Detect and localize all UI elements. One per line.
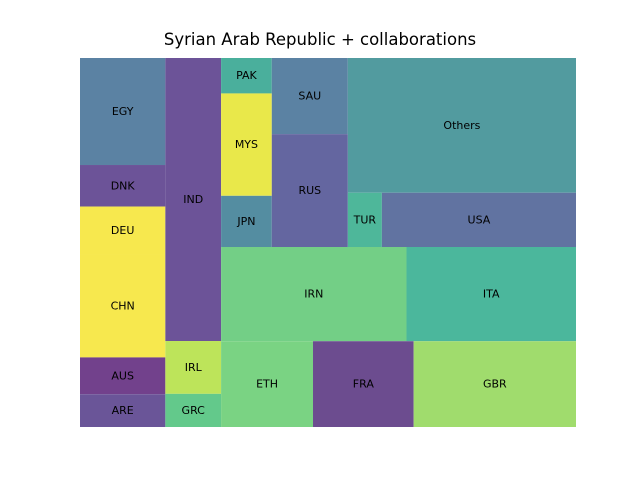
treemap-label-aus: AUS — [111, 369, 134, 382]
treemap-tile-egy — [80, 58, 166, 166]
treemap-label-rus: RUS — [298, 184, 321, 197]
treemap-tile-fra — [313, 341, 414, 427]
treemap-label-deu: DEU — [111, 224, 134, 237]
treemap-tile-pak — [221, 58, 272, 94]
treemap-label-others: Others — [443, 119, 480, 132]
treemap-label-grc: GRC — [182, 404, 206, 417]
treemap-tile-ita — [406, 247, 576, 342]
treemap-label-fra: FRA — [353, 378, 375, 391]
treemap-tile-ind — [165, 58, 222, 342]
treemap-tile-aus — [80, 357, 166, 395]
treemap-tile-gbr — [413, 341, 576, 427]
treemap-label-ind: IND — [183, 193, 203, 206]
treemap-label-usa: USA — [468, 213, 491, 226]
treemap-label-egy: EGY — [112, 105, 134, 118]
treemap-tile-eth — [221, 341, 314, 427]
treemap-tile-tur — [347, 192, 382, 247]
treemap-tile-irl — [165, 341, 222, 394]
treemap-tile-others — [347, 58, 576, 193]
treemap-tile-rus — [271, 134, 348, 247]
treemap-tile-sau — [271, 58, 348, 135]
treemap-tile-dnk — [80, 165, 166, 207]
treemap-label-chn: CHN — [111, 299, 135, 312]
treemap-tile-chn — [80, 254, 166, 358]
treemap-label-pak: PAK — [236, 69, 257, 82]
treemap-label-sau: SAU — [298, 90, 321, 103]
treemap-tile-jpn — [221, 195, 272, 247]
treemap-tile-mys — [221, 93, 272, 196]
treemap-tile-grc — [165, 393, 222, 427]
treemap-tile-irn — [221, 247, 407, 342]
treemap-label-jpn: JPN — [236, 215, 255, 228]
treemap-label-gbr: GBR — [483, 378, 507, 391]
treemap-label-are: ARE — [112, 404, 134, 417]
treemap-label-irn: IRN — [304, 288, 323, 301]
treemap-label-tur: TUR — [353, 213, 377, 226]
treemap-label-ita: ITA — [483, 288, 500, 301]
treemap-label-eth: ETH — [256, 378, 278, 391]
treemap-tile-deu — [80, 206, 166, 255]
treemap-label-mys: MYS — [235, 138, 258, 151]
treemap-label-dnk: DNK — [111, 179, 136, 192]
treemap-label-irl: IRL — [185, 361, 203, 374]
treemap-tile-are — [80, 394, 166, 427]
chart-title: Syrian Arab Republic + collaborations — [163, 30, 477, 49]
treemap-tile-usa — [381, 192, 576, 247]
